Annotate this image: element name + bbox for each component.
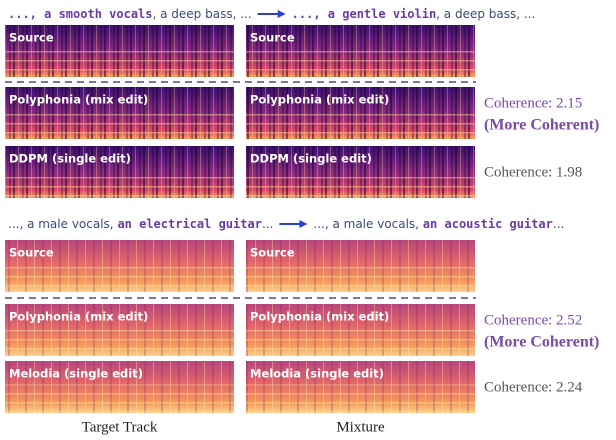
prompt-segment: , a deep bass, ... [436, 7, 535, 21]
spectrogram-harmonics [5, 48, 234, 77]
coherence: Coherence: 2.52 [484, 312, 582, 328]
spectrogram-harmonics [246, 48, 475, 77]
prompt: ..., a gentle violin, a deep bass, ... [292, 7, 536, 21]
spectrogram-label: Polyphonia (mix edit) [250, 93, 389, 107]
spectrogram-harmonics [246, 263, 475, 292]
spectrogram-harmonics [5, 384, 234, 413]
coherence-note: (More Coherent) [484, 117, 599, 134]
spectrogram-harmonics [246, 110, 475, 139]
spectrogram-label: Polyphonia (mix edit) [9, 93, 148, 107]
spectrogram-harmonics [246, 169, 475, 198]
spectrogram-harmonics [5, 110, 234, 139]
prompt-segment: ..., a gentle violin [292, 7, 437, 21]
spectrogram-harmonics [5, 263, 234, 292]
column-label: Mixture [336, 419, 385, 435]
coherence-note: (More Coherent) [484, 334, 599, 351]
prompt-segment: ..., a male vocals, [8, 217, 117, 231]
prompt: ..., a male vocals, an acoustic guitar..… [313, 217, 564, 231]
spectrogram-harmonics [5, 169, 234, 198]
prompt-segment: an acoustic guitar [423, 217, 553, 231]
prompt: ..., a smooth vocals, a deep bass, ... [8, 7, 252, 21]
figure: ..., a smooth vocals, a deep bass, .....… [0, 0, 616, 440]
spectrogram-label: DDPM (single edit) [9, 152, 131, 166]
spectrogram-label: DDPM (single edit) [250, 152, 372, 166]
spectrogram-label: Polyphonia (mix edit) [9, 310, 148, 324]
prompt-segment: ... [262, 217, 273, 231]
arrow-head [299, 220, 307, 228]
coherence: Coherence: 2.15 [484, 95, 582, 111]
spectrogram-label: Source [9, 31, 54, 45]
prompt-segment: , a deep bass, ... [153, 7, 252, 21]
prompt: ..., a male vocals, an electrical guitar… [8, 217, 273, 231]
coherence: Coherence: 2.24 [484, 379, 583, 395]
spectrogram-harmonics [246, 327, 475, 356]
prompt-segment: an electrical guitar [117, 217, 262, 231]
spectrogram-label: Source [250, 246, 295, 260]
coherence: Coherence: 1.98 [484, 164, 582, 180]
spectrogram-label: Source [250, 31, 295, 45]
prompt-segment: ... [553, 217, 564, 231]
spectrogram-label: Polyphonia (mix edit) [250, 310, 389, 324]
spectrogram-label: Melodia (single edit) [250, 367, 384, 381]
spectrogram-label: Source [9, 246, 54, 260]
prompt-segment: ..., a smooth vocals [8, 7, 153, 21]
spectrogram-harmonics [5, 327, 234, 356]
column-label: Target Track [82, 419, 158, 435]
prompt-segment: ..., a male vocals, [313, 217, 422, 231]
arrow-head [278, 10, 286, 18]
spectrogram-harmonics [246, 384, 475, 413]
spectrogram-label: Melodia (single edit) [9, 367, 143, 381]
